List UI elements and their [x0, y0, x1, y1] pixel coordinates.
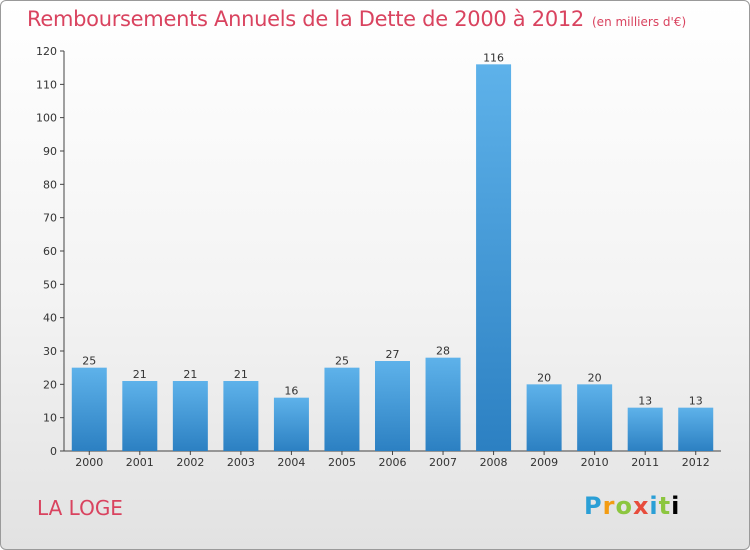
bar-value-label: 13	[638, 395, 652, 408]
x-tick-label: 2011	[631, 456, 659, 469]
bar-value-label: 13	[689, 395, 703, 408]
bar	[273, 397, 309, 451]
commune-name: LA LOGE	[37, 496, 123, 520]
x-tick-label: 2012	[682, 456, 710, 469]
bar	[476, 64, 512, 452]
bar	[425, 357, 461, 451]
bar	[122, 381, 158, 451]
x-tick-label: 2009	[530, 456, 558, 469]
chart-title: Remboursements Annuels de la Dette de 20…	[27, 7, 686, 31]
y-tick-label: 120	[36, 45, 57, 58]
y-tick-label: 40	[43, 312, 57, 325]
y-tick-label: 60	[43, 245, 57, 258]
y-tick-label: 90	[43, 145, 57, 158]
bar	[375, 361, 410, 451]
chart-unit: (en milliers d'€)	[592, 15, 687, 29]
bar	[627, 407, 663, 451]
bar	[324, 367, 360, 451]
bar	[172, 381, 208, 451]
bar	[223, 381, 259, 451]
bar	[71, 367, 107, 451]
x-tick-label: 2004	[277, 456, 305, 469]
x-tick-label: 2000	[75, 456, 103, 469]
chart-labels: 2000 25 2001 21 2002 21 2003 21 2004 16 2005 25 2006…	[75, 51, 709, 469]
y-tick-label: 10	[43, 412, 57, 425]
x-tick-label: 2007	[429, 456, 457, 469]
y-tick-label: 110	[36, 78, 57, 91]
y-tick-label: 80	[43, 178, 57, 191]
x-tick-label: 2001	[126, 456, 154, 469]
bar-value-label: 21	[133, 368, 147, 381]
bar-value-label: 21	[234, 368, 248, 381]
bar-value-label: 25	[82, 355, 96, 368]
proxiti-logo[interactable]: Proxiti	[584, 492, 680, 520]
logo-letter: i	[671, 492, 681, 520]
bar-value-label: 27	[386, 348, 400, 361]
x-tick-label: 2002	[176, 456, 204, 469]
logo-letter: t	[658, 492, 672, 520]
x-tick-label: 2005	[328, 456, 356, 469]
y-tick-label: 30	[43, 345, 57, 358]
bar-value-label: 116	[483, 51, 504, 64]
y-tick-label: 20	[43, 378, 57, 391]
logo-letter: P	[584, 492, 603, 520]
x-tick-label: 2003	[227, 456, 255, 469]
bar-value-label: 28	[436, 345, 450, 358]
bar-value-label: 21	[183, 368, 197, 381]
bar	[577, 384, 613, 451]
y-tick-label: 70	[43, 212, 57, 225]
bar-value-label: 20	[537, 371, 551, 384]
y-tick-label: 0	[50, 445, 57, 458]
chart-title-text: Remboursements Annuels de la Dette de 20…	[27, 7, 584, 31]
bar-value-label: 20	[588, 371, 602, 384]
bar	[678, 407, 714, 451]
y-tick-label: 50	[43, 278, 57, 291]
x-tick-label: 2006	[379, 456, 407, 469]
bar	[526, 384, 562, 451]
logo-letter: x	[632, 492, 650, 520]
bar-value-label: 25	[335, 355, 349, 368]
logo-letter: o	[615, 492, 633, 520]
x-tick-label: 2008	[480, 456, 508, 469]
chart-bars	[71, 64, 714, 452]
logo-letter: r	[602, 492, 616, 520]
bar-value-label: 16	[284, 385, 298, 398]
y-tick-label: 100	[36, 112, 57, 125]
x-tick-label: 2010	[581, 456, 609, 469]
logo-letter: i	[649, 492, 659, 520]
